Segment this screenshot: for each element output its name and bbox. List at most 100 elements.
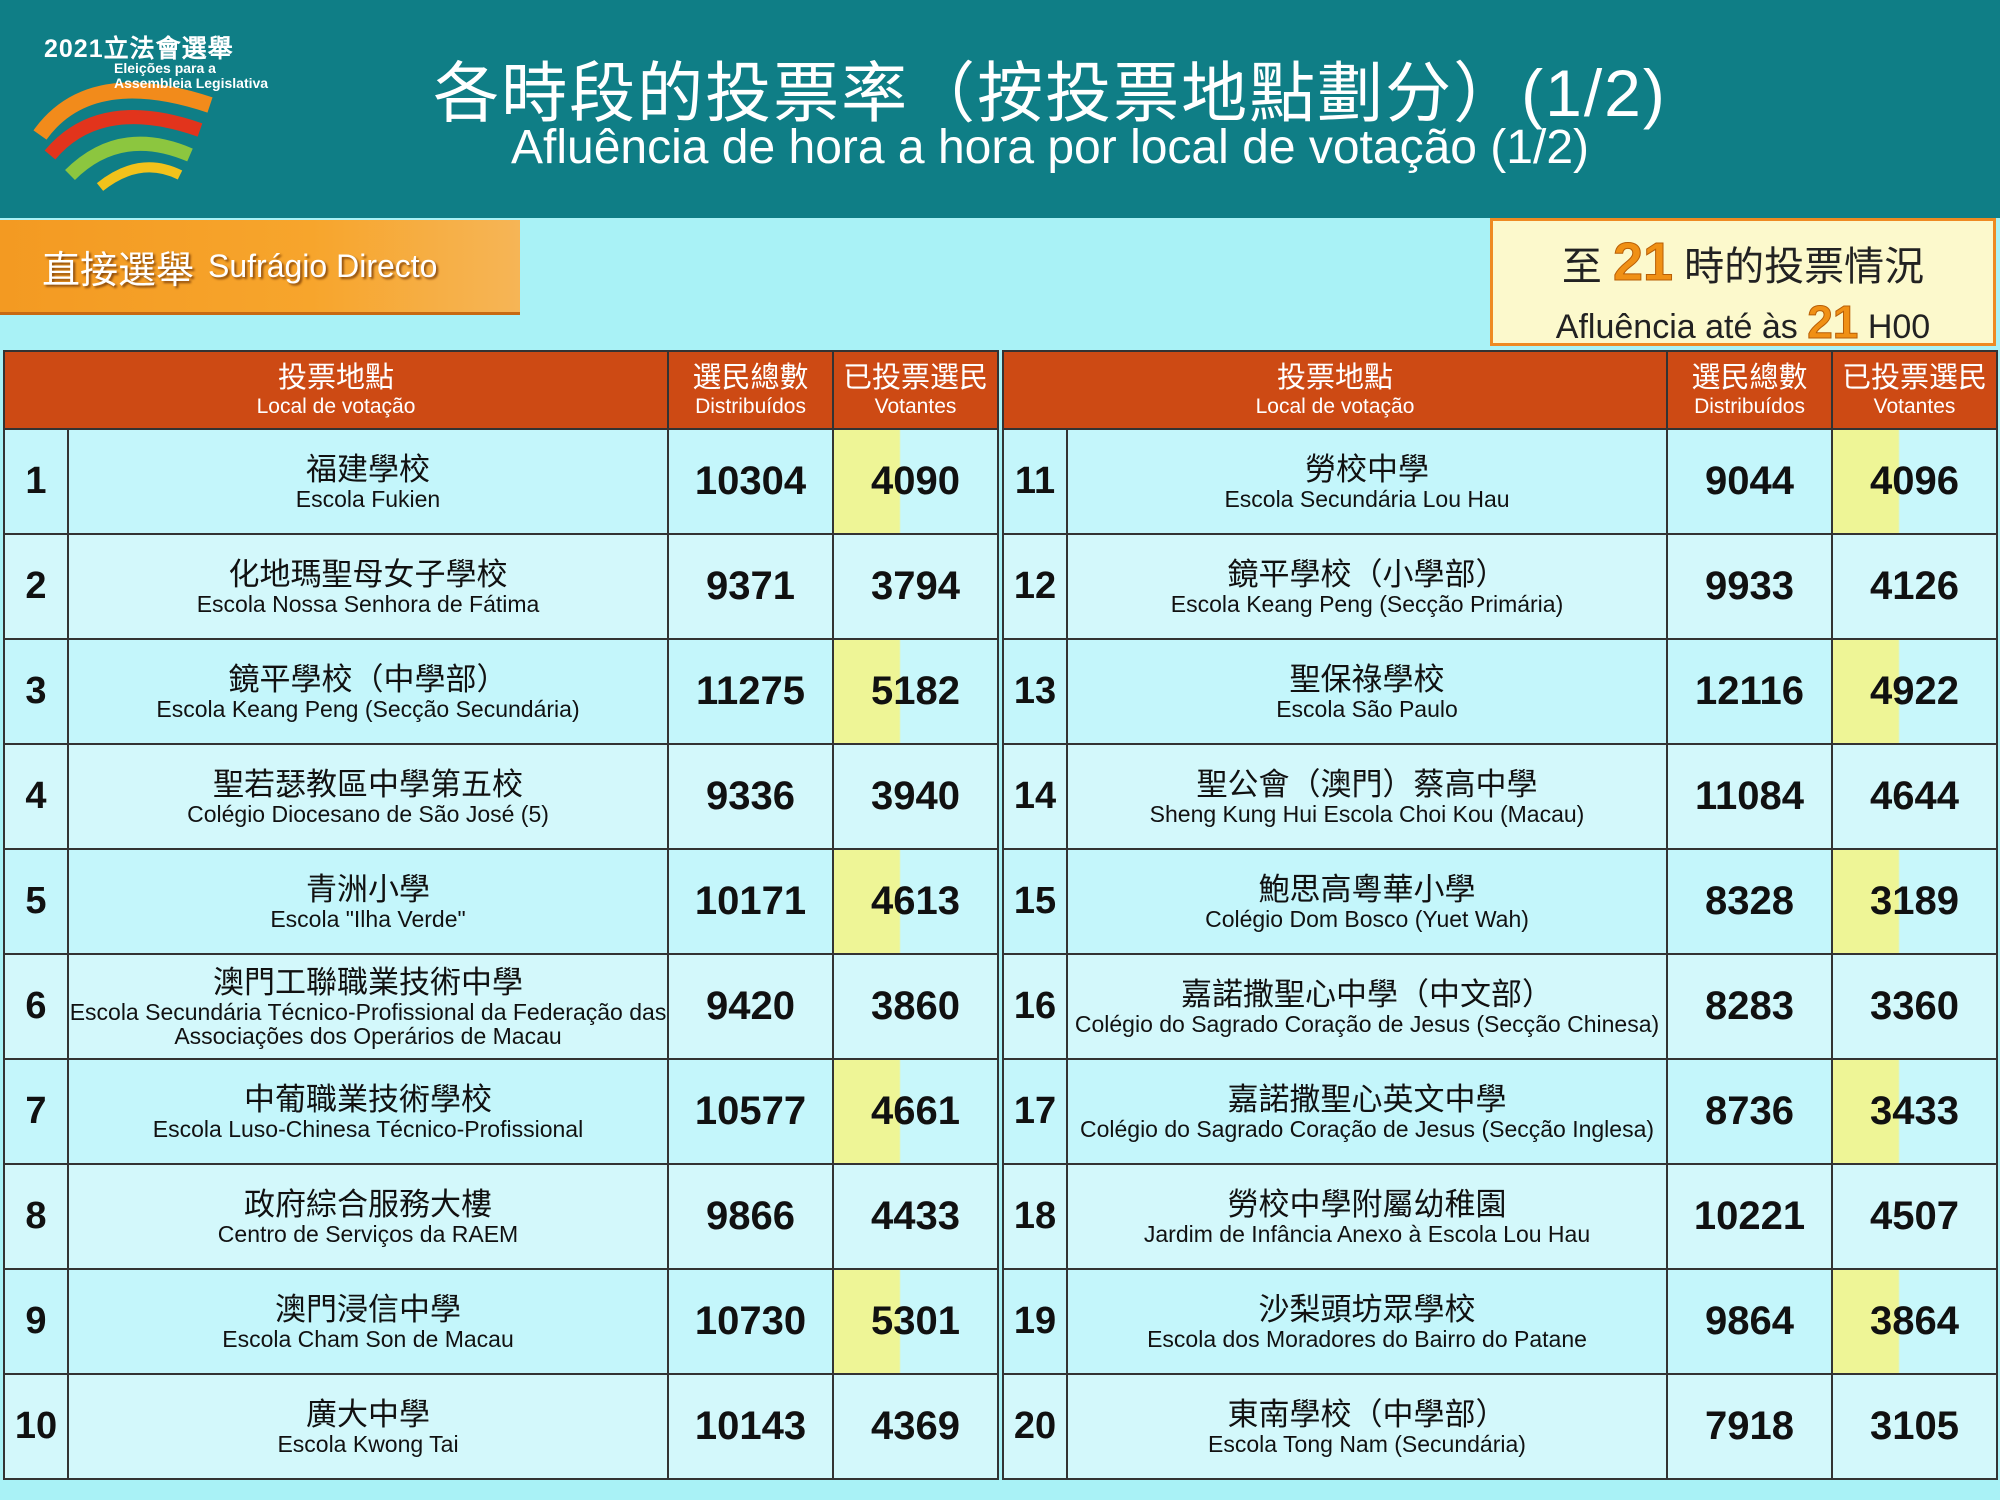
polling-location: 政府綜合服務大樓 Centro de Serviços da RAEM <box>66 1163 670 1270</box>
column-header-total-pt: Distribuídos <box>695 395 806 418</box>
row-number: 12 <box>1002 533 1068 640</box>
total-voters: 8328 <box>1666 848 1834 955</box>
voted-count: 3189 <box>1831 848 1999 955</box>
location-name-pt: Escola Secundária Técnico-Profissional d… <box>69 998 667 1049</box>
row-number: 18 <box>1002 1163 1068 1270</box>
location-name-zh: 中葡職業技術學校 <box>244 1081 492 1117</box>
location-name-zh: 福建學校 <box>306 451 430 487</box>
total-voters: 11084 <box>1666 743 1834 850</box>
location-name-zh: 嘉諾撒聖心中學（中文部） <box>1181 976 1553 1012</box>
table-header-row: 投票地點 Local de votação 選民總數 Distribuídos … <box>1001 350 1999 430</box>
row-number: 4 <box>3 743 69 850</box>
column-header-location-zh: 投票地點 <box>1277 362 1394 394</box>
row-number: 5 <box>3 848 69 955</box>
table-row: 14 聖公會（澳門）蔡高中學 Sheng Kung Hui Escola Choi … <box>1002 743 1999 850</box>
column-header-voted-zh: 已投票選民 <box>843 362 989 394</box>
location-name-zh: 沙梨頭坊眾學校 <box>1258 1291 1476 1327</box>
voted-count: 4433 <box>832 1163 1000 1270</box>
status-line-zh: 至 21 時的投票情況 <box>1493 231 1993 293</box>
status-box: 至 21 時的投票情況 Afluência até às 21 H00 <box>1490 218 1996 349</box>
voted-count: 3360 <box>1831 953 1999 1060</box>
location-name-zh: 澳門工聯職業技術中學 <box>213 964 523 1000</box>
location-name-zh: 廣大中學 <box>306 1396 430 1432</box>
total-voters: 10221 <box>1666 1163 1834 1270</box>
location-name-pt: Sheng Kung Hui Escola Choi Kou (Macau) <box>1149 800 1585 827</box>
status-suffix-zh: 時的投票情況 <box>1684 245 1925 289</box>
total-voters: 10171 <box>667 848 835 955</box>
voted-count: 4644 <box>1831 743 1999 850</box>
total-voters: 9044 <box>1666 428 1834 535</box>
voted-count: 4126 <box>1831 533 1999 640</box>
column-header-location-zh: 投票地點 <box>278 362 395 394</box>
polling-location: 沙梨頭坊眾學校 Escola dos Moradores do Bairro do… <box>1065 1268 1669 1375</box>
table-row: 17 嘉諾撒聖心英文中學 Colégio do Sagrado Coração de… <box>1002 1058 1999 1165</box>
row-number: 10 <box>3 1373 69 1480</box>
total-voters: 10577 <box>667 1058 835 1165</box>
location-name-pt: Colégio do Sagrado Coração de Jesus (Sec… <box>1074 1010 1660 1037</box>
table-row: 8 政府綜合服務大樓 Centro de Serviços da RAEM 9866 4… <box>3 1163 1000 1270</box>
total-voters: 9864 <box>1666 1268 1834 1375</box>
location-name-zh: 澳門浸信中學 <box>275 1291 461 1327</box>
status-prefix-pt: Afluência até às <box>1555 308 1798 346</box>
row-number: 20 <box>1002 1373 1068 1480</box>
row-number: 9 <box>3 1268 69 1375</box>
total-voters: 10143 <box>667 1373 835 1480</box>
location-name-pt: Escola Tong Nam (Secundária) <box>1208 1430 1526 1457</box>
polling-location: 嘉諾撒聖心中學（中文部） Colégio do Sagrado Coração d… <box>1065 953 1669 1060</box>
table-row: 18 勞校中學附屬幼稚園 Jardim de Infância Anexo à Es… <box>1002 1163 1999 1270</box>
polling-location: 中葡職業技術學校 Escola Luso-Chinesa Técnico-Prof… <box>66 1058 670 1165</box>
location-name-pt: Escola Secundária Lou Hau <box>1224 485 1510 512</box>
status-hour-zh: 21 <box>1612 232 1674 293</box>
column-header-total-pt: Distribuídos <box>1694 395 1805 418</box>
table-row: 11 勞校中學 Escola Secundária Lou Hau 9044 4096 <box>1002 428 1999 535</box>
location-name-zh: 政府綜合服務大樓 <box>244 1186 492 1222</box>
section-tab: 直接選舉 Sufrágio Directo <box>0 220 520 312</box>
row-number: 2 <box>3 533 69 640</box>
row-number: 7 <box>3 1058 69 1165</box>
location-name-zh: 鏡平學校（小學部） <box>1227 556 1507 592</box>
status-line-pt: Afluência até às 21 H00 <box>1493 295 1993 349</box>
polling-location: 聖保祿學校 Escola São Paulo <box>1065 638 1669 745</box>
row-number: 14 <box>1002 743 1068 850</box>
column-header-location-pt: Local de votação <box>1255 395 1415 418</box>
location-name-pt: Escola "Ilha Verde" <box>270 905 466 932</box>
polling-location: 鮑思高粵華小學 Colégio Dom Bosco (Yuet Wah) <box>1065 848 1669 955</box>
location-name-zh: 化地瑪聖母女子學校 <box>228 556 508 592</box>
row-number: 16 <box>1002 953 1068 1060</box>
status-prefix-zh: 至 <box>1561 245 1602 289</box>
logo-subtitle-line1: Eleições para a <box>114 60 216 76</box>
row-number: 8 <box>3 1163 69 1270</box>
table-row: 20 東南學校（中學部） Escola Tong Nam (Secundária) 7… <box>1002 1373 1999 1480</box>
row-number: 19 <box>1002 1268 1068 1375</box>
location-name-pt: Colégio do Sagrado Coração de Jesus (Sec… <box>1079 1115 1655 1142</box>
table-row: 19 沙梨頭坊眾學校 Escola dos Moradores do Bairro … <box>1002 1268 1999 1375</box>
column-header-voted-pt: Votantes <box>1873 395 1956 418</box>
table-row: 3 鏡平學校（中學部） Escola Keang Peng (Secção Secu… <box>3 638 1000 745</box>
status-suffix-pt: H00 <box>1867 308 1931 346</box>
location-name-zh: 青洲小學 <box>306 871 430 907</box>
row-number: 1 <box>3 428 69 535</box>
polling-location: 澳門工聯職業技術中學 Escola Secundária Técnico-Prof… <box>66 953 670 1060</box>
total-voters: 9933 <box>1666 533 1834 640</box>
location-name-pt: Colégio Diocesano de São José (5) <box>187 800 549 827</box>
voted-count: 3940 <box>832 743 1000 850</box>
status-hour-pt: 21 <box>1807 296 1859 349</box>
total-voters: 9420 <box>667 953 835 1060</box>
voted-count: 3860 <box>832 953 1000 1060</box>
section-label-pt: Sufrágio Directo <box>208 247 438 284</box>
table-row: 7 中葡職業技術學校 Escola Luso-Chinesa Técnico-Pro… <box>3 1058 1000 1165</box>
location-name-pt: Centro de Serviços da RAEM <box>217 1220 519 1247</box>
total-voters: 12116 <box>1666 638 1834 745</box>
polling-location: 嘉諾撒聖心英文中學 Colégio do Sagrado Coração de J… <box>1065 1058 1669 1165</box>
location-name-pt: Escola Keang Peng (Secção Secundária) <box>156 695 580 722</box>
polling-location: 福建學校 Escola Fukien <box>66 428 670 535</box>
total-voters: 8283 <box>1666 953 1834 1060</box>
total-voters: 9866 <box>667 1163 835 1270</box>
voted-count: 3433 <box>1831 1058 1999 1165</box>
polling-location: 廣大中學 Escola Kwong Tai <box>66 1373 670 1480</box>
logo-title: 2021立法會選舉 <box>44 35 234 63</box>
polling-location: 勞校中學附屬幼稚園 Jardim de Infância Anexo à Esco… <box>1065 1163 1669 1270</box>
header-bar: 2021立法會選舉 Eleições para a Assembleia Leg… <box>0 0 2000 218</box>
polling-location: 鏡平學校（小學部） Escola Keang Peng (Secção Primá… <box>1065 533 1669 640</box>
voted-count: 3794 <box>832 533 1000 640</box>
